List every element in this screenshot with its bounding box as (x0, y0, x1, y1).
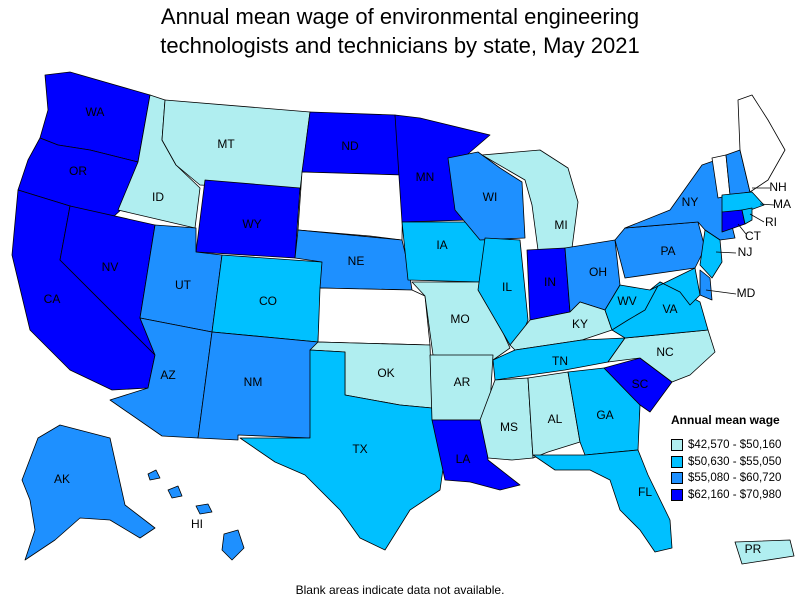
state-wv (604, 281, 661, 331)
state-label-az: AZ (160, 368, 175, 382)
legend-swatch (671, 439, 683, 452)
label-leader-line (715, 251, 737, 254)
state-fl (532, 449, 673, 553)
label-leader-line (749, 213, 765, 223)
legend-item: $50,630 - $55,050 (671, 454, 797, 471)
state-de (699, 269, 713, 301)
state-label-ga: GA (596, 408, 613, 422)
state-label-mo: MO (450, 312, 469, 326)
state-pr (734, 539, 795, 565)
map-title: Annual mean wage of environmental engine… (0, 2, 800, 60)
state-label-al: AL (548, 412, 563, 426)
state-label-nh: NH (769, 180, 786, 194)
legend-label: $62,160 - $70,980 (688, 488, 782, 501)
state-label-tx: TX (352, 442, 367, 456)
state-ri (741, 207, 753, 225)
state-label-mt: MT (217, 137, 235, 151)
state-label-mn: MN (416, 170, 435, 184)
state-label-fl: FL (638, 485, 652, 499)
legend-item: $42,570 - $50,160 (671, 437, 797, 454)
state-or (17, 137, 139, 219)
state-label-tn: TN (552, 354, 568, 368)
label-leader-line (705, 289, 737, 295)
state-label-nj: NJ (738, 245, 753, 259)
state-label-wi: WI (483, 190, 498, 204)
state-label-oh: OH (589, 265, 607, 279)
state-label-mi: MI (554, 218, 567, 232)
state-ks (317, 287, 431, 346)
state-label-ri: RI (765, 215, 777, 229)
state-label-wy: WY (242, 217, 261, 231)
state-label-nd: ND (341, 139, 359, 153)
legend: Annual mean wage $42,570 - $50,160 $50,6… (671, 413, 797, 503)
state-label-va: VA (662, 302, 677, 316)
state-label-wa: WA (86, 105, 105, 119)
state-label-ok: OK (377, 366, 394, 380)
state-label-nc: NC (656, 345, 674, 359)
map-title-line-1: Annual mean wage of environmental engine… (160, 4, 640, 29)
state-sd (297, 171, 404, 241)
state-label-sc: SC (632, 377, 649, 391)
legend-swatch (671, 488, 683, 501)
state-md (649, 267, 701, 306)
legend-swatch (671, 455, 683, 468)
state-label-ne: NE (348, 254, 365, 268)
state-label-la: LA (456, 452, 471, 466)
legend-item: $55,080 - $60,720 (671, 470, 797, 487)
legend-title: Annual mean wage (671, 413, 780, 427)
map-title-line-2: technologists and technicians by state, … (160, 33, 640, 58)
state-label-md: MD (737, 286, 756, 300)
state-label-ny: NY (682, 195, 699, 209)
state-label-ia: IA (436, 238, 447, 252)
state-label-or: OR (69, 164, 87, 178)
state-ak (21, 424, 156, 561)
legend-label: $50,630 - $55,050 (688, 455, 782, 468)
label-leader-line (759, 203, 775, 206)
state-sc (603, 357, 673, 413)
footnote: Blank areas indicate data not available. (295, 583, 505, 597)
state-al (527, 371, 581, 459)
legend-swatch (671, 472, 683, 485)
state-wi (447, 151, 526, 241)
state-label-ms: MS (500, 420, 518, 434)
legend-label: $55,080 - $60,720 (688, 472, 782, 485)
state-label-pr: PR (745, 542, 762, 556)
state-label-ut: UT (175, 278, 192, 292)
state-label-ma: MA (773, 197, 791, 211)
state-label-in: IN (544, 275, 556, 289)
state-label-hi: HI (191, 517, 203, 531)
legend-item: $62,160 - $70,980 (671, 487, 797, 504)
state-label-nm: NM (244, 375, 263, 389)
state-label-pa: PA (660, 244, 675, 258)
state-label-il: IL (502, 280, 512, 294)
state-label-ak: AK (54, 472, 70, 486)
state-label-id: ID (152, 190, 164, 204)
state-hi (147, 469, 245, 561)
label-leader-line (737, 223, 747, 235)
state-ma (721, 191, 765, 213)
state-label-nv: NV (102, 260, 119, 274)
state-me (737, 94, 786, 193)
state-label-ar: AR (454, 375, 471, 389)
state-label-ct: CT (745, 229, 762, 243)
state-nj (699, 229, 723, 279)
state-label-wv: WV (617, 294, 636, 308)
legend-label: $42,570 - $50,160 (688, 439, 782, 452)
state-label-ky: KY (572, 317, 588, 331)
state-label-co: CO (259, 294, 277, 308)
state-label-ca: CA (44, 292, 61, 306)
state-tx (239, 349, 446, 551)
